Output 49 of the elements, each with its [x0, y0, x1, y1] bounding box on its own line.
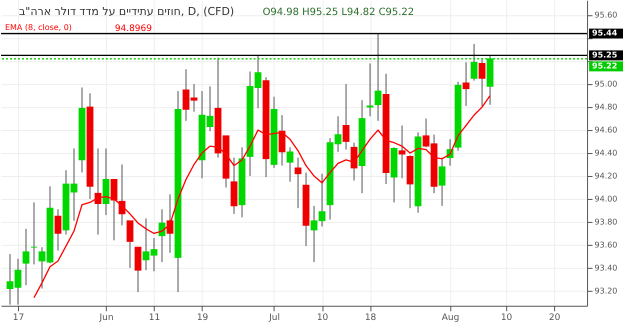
x-tick-label: 18 [364, 313, 377, 324]
candlestick [22, 228, 30, 286]
x-tick-label: 10 [316, 313, 329, 324]
y-tick-label: 93.80 [594, 217, 618, 226]
y-tick-label: 94.00 [594, 194, 618, 204]
y-tick-label: 94.40 [594, 148, 618, 158]
x-tick-label: 20 [548, 313, 561, 324]
ref-line-label: 95.44 [592, 28, 618, 38]
x-tick-label: Aug [442, 313, 460, 324]
y-tick-label: 93.20 [594, 286, 618, 296]
x-tick-label: Jul [268, 313, 280, 324]
candlestick [158, 208, 166, 263]
ref-line-label: 95.25 [592, 50, 618, 60]
x-tick-label: 19 [196, 313, 209, 324]
x-tick-label: 11 [148, 313, 160, 324]
y-tick-label: 94.20 [594, 171, 618, 180]
y-tick-label: 94.80 [594, 102, 618, 112]
candlestick [94, 148, 102, 236]
chart-title: חוזים עתידיים על מדד דולר ארה"ב, D, (CFD) [18, 5, 234, 18]
x-tick-label: Jun [98, 313, 114, 324]
annotation: 94.8969 [114, 24, 152, 34]
candlestick [286, 146, 294, 182]
candlestick [398, 124, 406, 179]
y-tick-label: 95.00 [594, 80, 618, 89]
x-tick-label: 10 [500, 313, 513, 324]
x-tick-label: 17 [12, 313, 24, 324]
candlestick [478, 58, 486, 106]
y-tick-label: 93.40 [594, 263, 618, 272]
annotation: O94.98 H95.25 L94.82 C95.22 [262, 7, 414, 18]
candlestick [350, 142, 358, 182]
candlestick [126, 220, 134, 268]
candlestick [342, 84, 350, 150]
candlestick [30, 202, 38, 265]
text: EMA (8, close, 0) [4, 23, 72, 32]
candlestick [118, 164, 126, 226]
ref-line-label: 95.22 [592, 61, 618, 70]
candlestick [294, 157, 302, 209]
y-tick-label: 93.60 [594, 240, 618, 250]
candlestick [366, 62, 374, 117]
candlestick [166, 194, 174, 254]
y-tick-label: 95.60 [594, 10, 618, 20]
line-series [33, 94, 491, 298]
candlestick [278, 114, 286, 166]
y-tick-label: 94.60 [594, 126, 618, 135]
candlestick [134, 246, 142, 292]
candlestick [462, 62, 470, 106]
candlestick [54, 208, 62, 252]
candlestick [438, 157, 446, 206]
candlestick [110, 178, 118, 241]
